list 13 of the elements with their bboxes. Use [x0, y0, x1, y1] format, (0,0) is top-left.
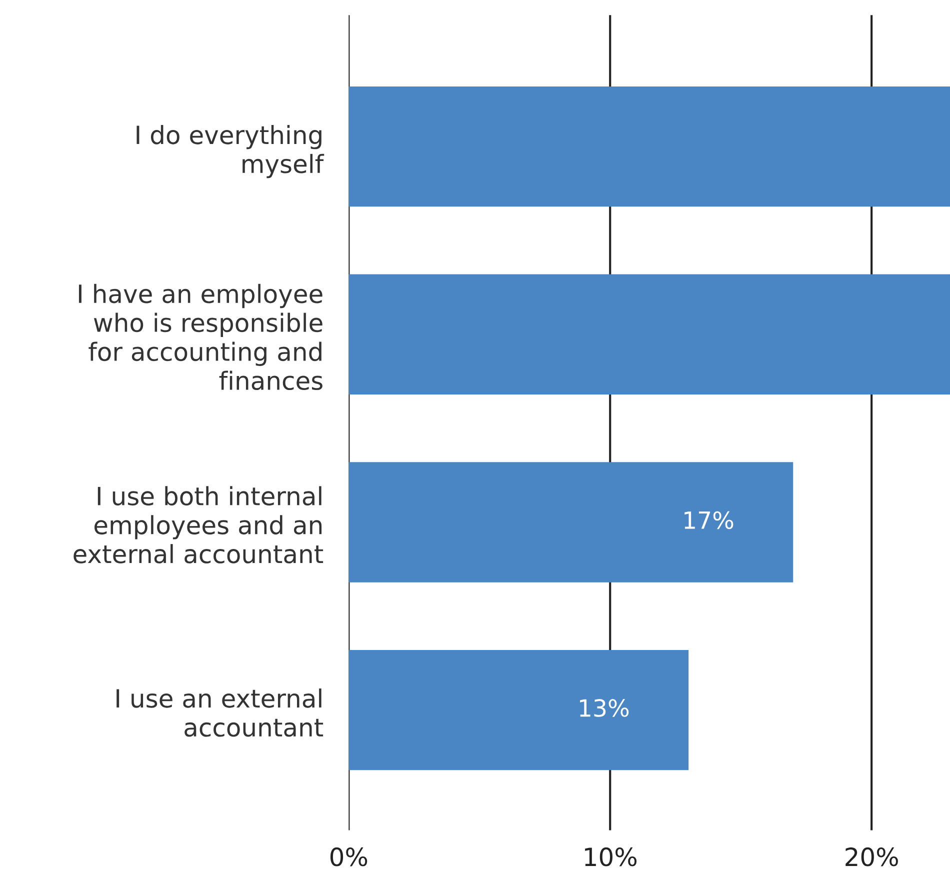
y-tick-label: I use both internal employees and an external accountant [74, 486, 324, 564]
bar [348, 86, 950, 207]
y-tick-label: I use an external accountant [116, 688, 324, 737]
data-label: 13% [580, 699, 629, 717]
x-tick-label: 20% [846, 847, 898, 866]
x-tick-label: 0% [330, 847, 368, 866]
bar [348, 274, 950, 395]
y-tick-label: I have an employee who is responsible for accounting and finances [78, 284, 322, 390]
bar [348, 650, 689, 770]
y-tick-label: I do everything myself [136, 124, 324, 178]
x-tick-label: 10% [585, 847, 637, 866]
data-label: 17% [684, 511, 734, 530]
bar [348, 462, 794, 582]
